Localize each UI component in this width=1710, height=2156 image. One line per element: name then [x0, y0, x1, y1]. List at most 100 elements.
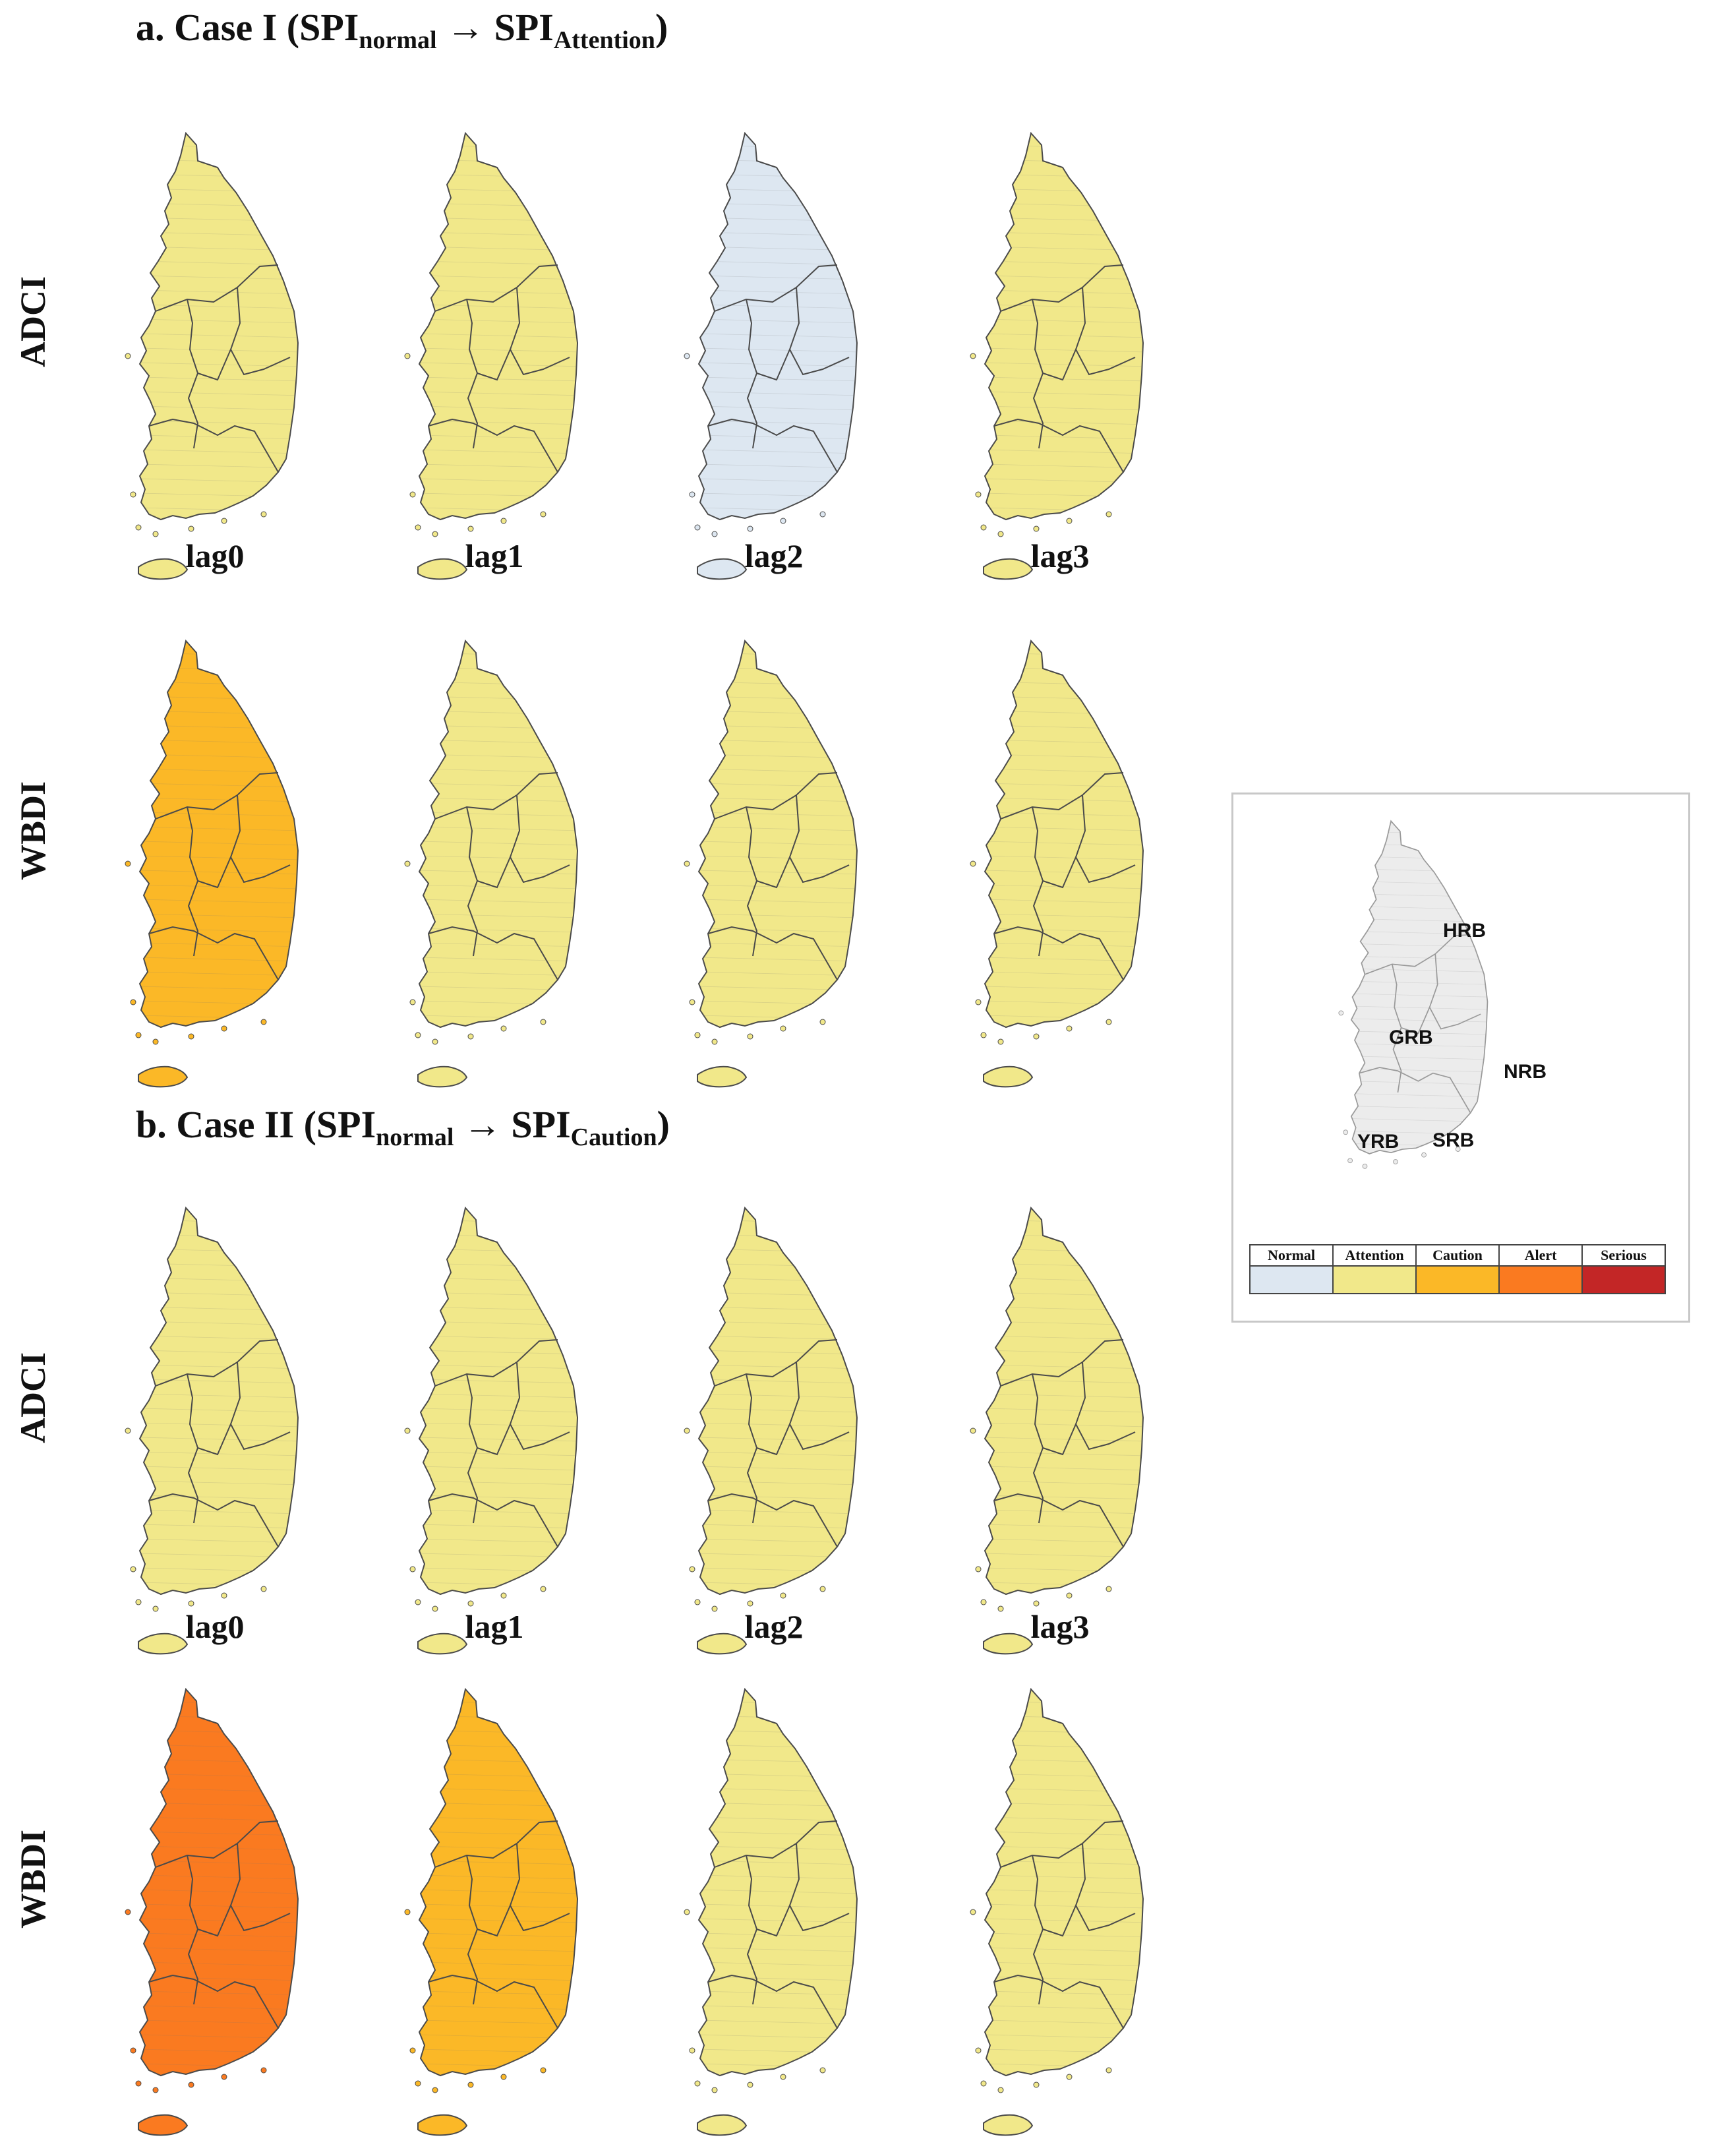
jeju-island: [983, 558, 1034, 580]
basin-boundary: [993, 418, 1124, 473]
legend-label-alert: Alert: [1498, 1244, 1583, 1267]
island: [260, 1019, 267, 1025]
basin-boundary: [155, 1820, 279, 1868]
island: [1106, 1019, 1112, 1025]
island: [684, 353, 690, 359]
island: [975, 2047, 982, 2054]
legend-swatch-serious: [1581, 1265, 1666, 1294]
island: [152, 1038, 159, 1045]
island: [130, 2047, 136, 2054]
basin-boundary: [197, 349, 231, 381]
basin-boundary: [148, 926, 279, 980]
island: [1066, 1592, 1073, 1599]
legend-swatch-caution: [1415, 1265, 1500, 1294]
map-svg: [1338, 820, 1489, 1169]
island: [152, 531, 159, 537]
basin-boundary: [477, 349, 511, 381]
island: [1066, 1025, 1073, 1032]
island: [1066, 518, 1073, 524]
map-b-wbdi-lag2: [684, 1681, 968, 2156]
island: [970, 1909, 976, 1915]
island: [970, 1427, 976, 1434]
basin-boundary: [155, 772, 279, 820]
island: [221, 1592, 227, 1599]
basin-label-yrb: YRB: [1357, 1131, 1400, 1153]
basin-boundary: [756, 856, 790, 889]
island: [694, 2080, 701, 2087]
row-label-a-adci: ADCI: [13, 276, 53, 368]
legend-swatch-normal: [1249, 1265, 1334, 1294]
island: [1033, 525, 1040, 532]
island: [540, 511, 546, 518]
jeju-island: [983, 1065, 1034, 1088]
map-svg: [125, 639, 299, 1088]
basin-boundary: [148, 1974, 279, 2029]
basin-boundary: [714, 264, 838, 312]
island: [404, 353, 411, 359]
island: [711, 531, 718, 537]
island: [260, 2067, 267, 2074]
basin-boundary: [197, 1423, 231, 1456]
lag-label-a-0: lag0: [185, 537, 245, 574]
island: [540, 1586, 546, 1592]
map-b-wbdi-lag0: [125, 1681, 409, 2156]
jeju-island: [983, 1632, 1034, 1655]
island: [694, 1032, 701, 1038]
island: [694, 1599, 701, 1605]
jeju-island: [697, 1065, 748, 1088]
class-legend-table: Normal Attention Caution Alert Serious: [1249, 1244, 1666, 1294]
map-svg: [404, 639, 579, 1088]
basin-label-srb: SRB: [1432, 1129, 1475, 1151]
mainland-region: [138, 1206, 299, 1596]
island: [404, 860, 411, 867]
island: [1362, 1164, 1368, 1169]
basin-boundary: [788, 287, 850, 376]
island: [500, 1025, 507, 1032]
island: [415, 1599, 421, 1605]
basin-boundary: [434, 264, 558, 312]
basin-boundary: [1075, 1362, 1136, 1451]
map-svg: [970, 1206, 1144, 1655]
island: [409, 491, 416, 498]
legend-swatch-alert: [1498, 1265, 1583, 1294]
jeju-island: [417, 1065, 468, 1088]
jeju-island: [697, 2114, 748, 2136]
panel-a-title: a. Case I (SPInormal → SPIAttention): [136, 6, 668, 55]
island: [975, 491, 982, 498]
lag-label-a-2: lag2: [744, 537, 804, 574]
island: [415, 1032, 421, 1038]
basin-boundary: [1359, 1067, 1471, 1114]
island: [689, 2047, 695, 2054]
island: [404, 1909, 411, 1915]
basin-boundary: [1365, 934, 1471, 975]
basin-boundary: [1000, 1820, 1124, 1868]
row-label-b-adci: ADCI: [13, 1352, 53, 1444]
island: [689, 1566, 695, 1572]
island: [409, 2047, 416, 2054]
jeju-island: [138, 2114, 189, 2136]
basin-boundary: [788, 794, 850, 883]
island: [415, 524, 421, 531]
row-label-b-wbdi: WBDI: [13, 1829, 53, 1929]
basin-boundary: [788, 1843, 850, 1932]
island: [780, 518, 786, 524]
island: [780, 1592, 786, 1599]
lag-label-b-3: lag3: [1030, 1608, 1090, 1645]
island: [188, 525, 194, 532]
legend-swatch-attention: [1332, 1265, 1417, 1294]
basin-boundary: [509, 287, 570, 376]
map-a-wbdi-lag2: [684, 633, 968, 1108]
basin-boundary: [477, 1423, 511, 1456]
island: [130, 491, 136, 498]
island: [404, 1427, 411, 1434]
basin-boundary: [434, 1339, 558, 1387]
map-a-adci-lag1: [404, 125, 688, 600]
jeju-island: [138, 1065, 189, 1088]
island: [130, 999, 136, 1005]
island: [409, 999, 416, 1005]
island: [125, 1909, 131, 1915]
mainland-region: [1350, 820, 1489, 1154]
map-svg: [125, 131, 299, 580]
island: [500, 1592, 507, 1599]
island: [125, 353, 131, 359]
